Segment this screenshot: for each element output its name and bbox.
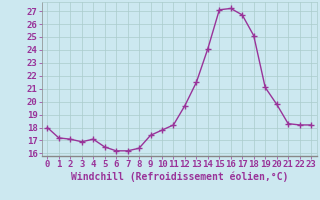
X-axis label: Windchill (Refroidissement éolien,°C): Windchill (Refroidissement éolien,°C) <box>70 172 288 182</box>
